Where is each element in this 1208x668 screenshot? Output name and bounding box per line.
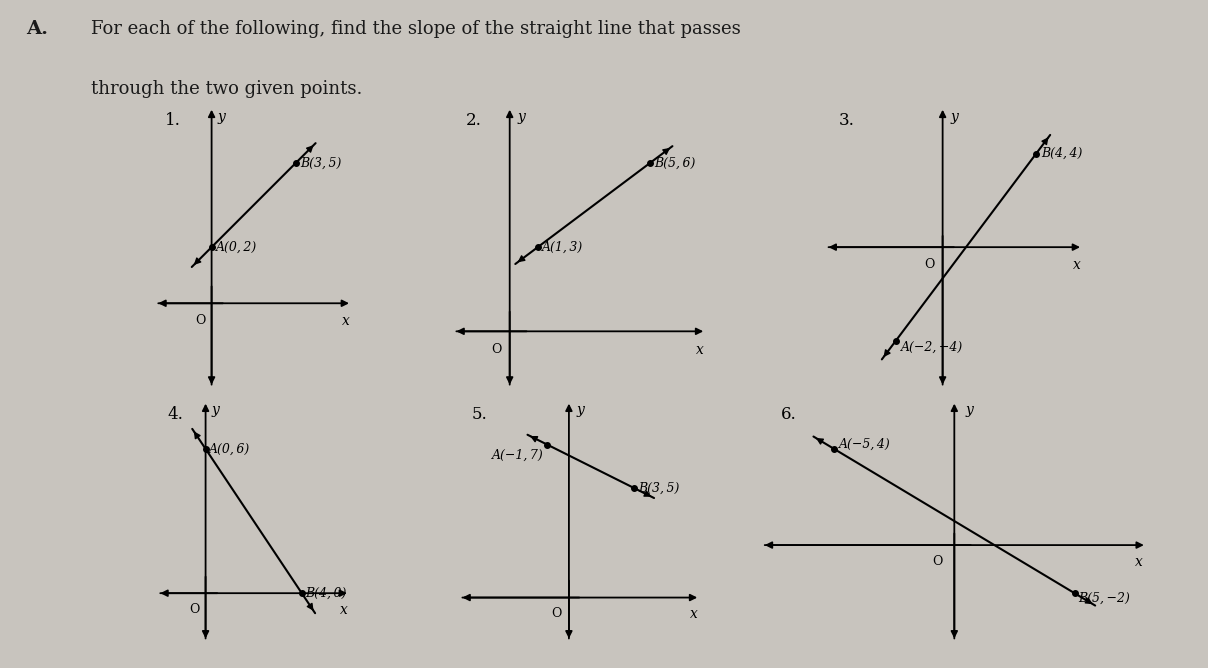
Text: A.: A. xyxy=(27,20,48,38)
Text: A(0, 6): A(0, 6) xyxy=(209,442,250,456)
Text: x: x xyxy=(690,607,698,621)
Text: 1.: 1. xyxy=(165,112,181,130)
Text: O: O xyxy=(551,607,562,620)
Text: B(4, 0): B(4, 0) xyxy=(306,587,347,600)
Text: y: y xyxy=(517,110,525,124)
Text: B(5, 6): B(5, 6) xyxy=(655,156,696,170)
Text: y: y xyxy=(211,403,219,418)
Text: A(1, 3): A(1, 3) xyxy=(542,240,583,254)
Text: 6.: 6. xyxy=(782,405,797,423)
Text: O: O xyxy=(933,554,942,568)
Text: x: x xyxy=(1073,259,1080,273)
Text: A(−5, 4): A(−5, 4) xyxy=(838,438,890,451)
Text: 5.: 5. xyxy=(471,405,487,423)
Text: y: y xyxy=(966,403,974,418)
Text: For each of the following, find the slope of the straight line that passes: For each of the following, find the slop… xyxy=(91,20,741,38)
Text: A(0, 2): A(0, 2) xyxy=(216,240,257,254)
Text: O: O xyxy=(196,315,205,327)
Text: y: y xyxy=(217,110,226,124)
Text: B(3, 5): B(3, 5) xyxy=(300,156,342,170)
Text: x: x xyxy=(342,315,350,329)
Text: x: x xyxy=(696,343,703,357)
Text: x: x xyxy=(1136,554,1143,568)
Text: O: O xyxy=(492,343,503,355)
Text: through the two given points.: through the two given points. xyxy=(91,80,362,98)
Text: O: O xyxy=(924,259,935,271)
Text: 3.: 3. xyxy=(838,112,854,130)
Text: y: y xyxy=(951,110,958,124)
Text: A(−1, 7): A(−1, 7) xyxy=(492,449,544,462)
Text: 4.: 4. xyxy=(167,405,182,423)
Text: B(3, 5): B(3, 5) xyxy=(638,482,679,495)
Text: 2.: 2. xyxy=(466,112,482,130)
Text: y: y xyxy=(576,403,583,418)
Text: B(4, 4): B(4, 4) xyxy=(1041,147,1082,160)
Text: O: O xyxy=(190,603,199,616)
Text: B(5, −2): B(5, −2) xyxy=(1079,591,1129,605)
Text: x: x xyxy=(341,603,348,617)
Text: A(−2, −4): A(−2, −4) xyxy=(900,341,963,354)
